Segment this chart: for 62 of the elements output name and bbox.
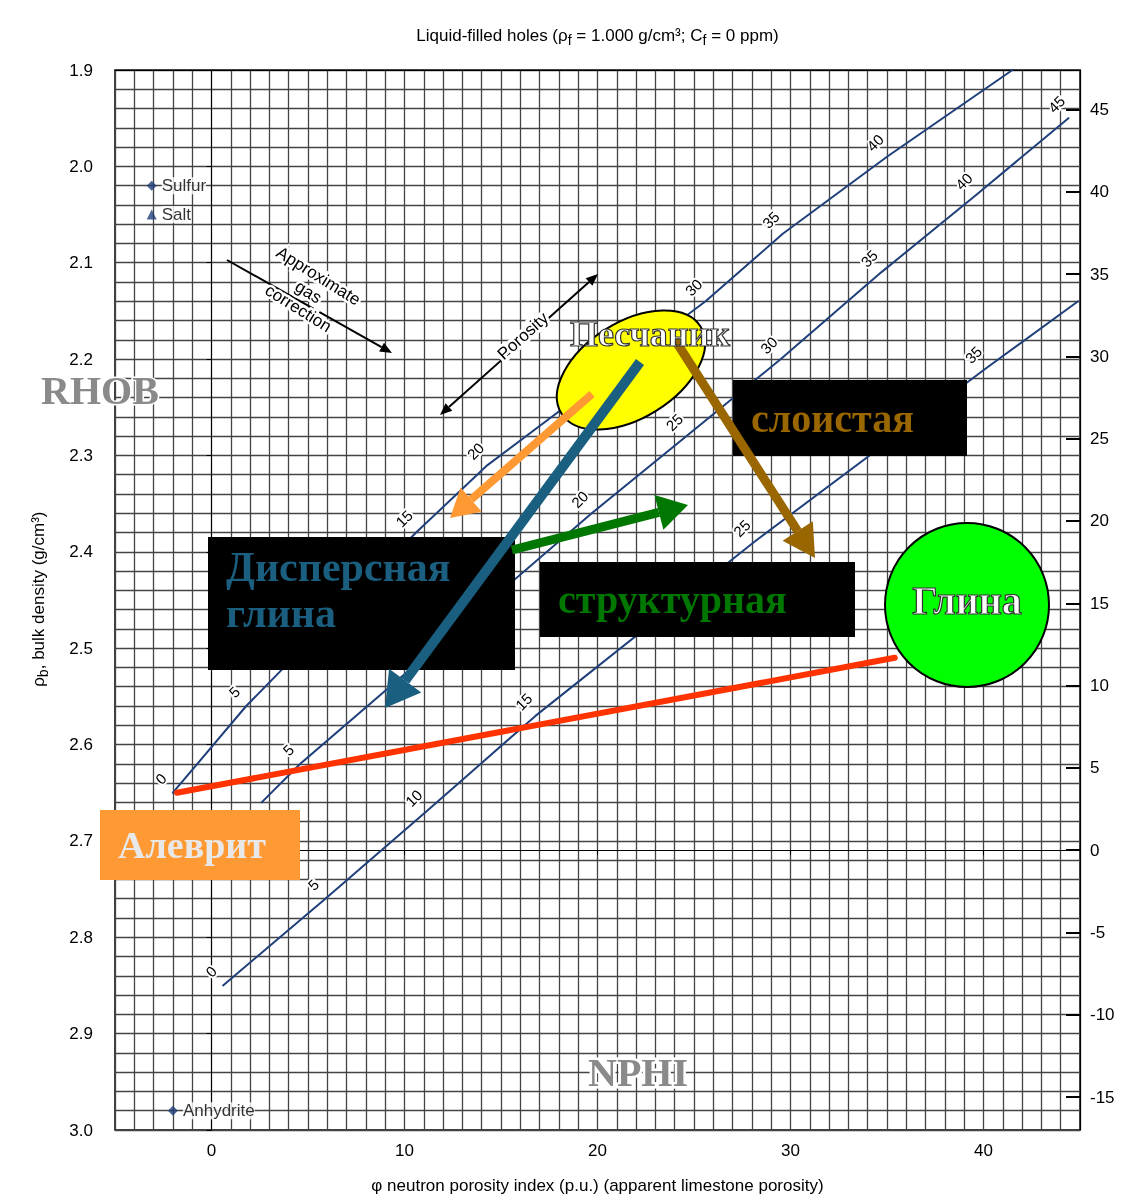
annotation: 40 (863, 130, 887, 155)
y2-tick-label: 0 (1090, 840, 1100, 860)
annotation: 15 (511, 689, 536, 714)
series-label: Anhydrite (182, 1101, 255, 1121)
y2-tick-label: -15 (1090, 1087, 1115, 1107)
x-tick-label: 40 (974, 1141, 993, 1160)
y2-tick-label: 20 (1090, 511, 1109, 531)
annotation: 0 (151, 769, 170, 788)
y2-tick-label: -5 (1090, 922, 1106, 942)
y-tick-label: 2.1 (69, 253, 93, 273)
annotation: 45 (1044, 92, 1069, 117)
series-label: Salt (161, 205, 192, 225)
x-tick-label: 30 (781, 1141, 800, 1160)
y2-tick-label: 15 (1090, 593, 1109, 613)
annotation: 20 (567, 487, 592, 512)
annotation: 35 (857, 246, 882, 271)
annotation: 35 (758, 207, 783, 232)
y2-tick-label: 25 (1090, 429, 1109, 449)
annotation: 5 (225, 683, 244, 701)
y-tick-label: 2.3 (69, 445, 93, 465)
annotation: 15 (392, 506, 416, 531)
y-tick-label: 2.0 (69, 156, 93, 176)
y2-tick-label: -10 (1090, 1005, 1115, 1025)
y2-tick-label: 40 (1090, 182, 1109, 202)
annotation: Глина (912, 577, 1022, 623)
y-tick-label: 2.6 (69, 735, 93, 755)
annotation: структурная (558, 577, 787, 622)
y-tick-label: 2.5 (69, 638, 93, 658)
y2-tick-label: 5 (1090, 758, 1100, 778)
y2-tick-label: 45 (1090, 100, 1109, 119)
y-tick-label: 2.9 (69, 1024, 93, 1044)
annotation: Алеврит (118, 824, 267, 866)
annotation: 25 (729, 516, 754, 541)
annotation: 20 (463, 439, 488, 463)
annotation: 0 (202, 962, 221, 981)
annotation: 30 (756, 333, 781, 357)
chart-title: Liquid-filled holes (ρ$_{f}$ = 1.000 g/cm³; C$_{f}$ = 0 ppm) (415, 26, 780, 49)
y2-tick-label: 30 (1090, 346, 1109, 366)
point (146, 180, 157, 191)
annotation: Дисперсная глина (226, 544, 451, 637)
annotation: 5 (279, 740, 298, 759)
y-tick-label: 2.2 (69, 349, 93, 369)
annotation: 10 (401, 786, 426, 810)
x-tick-label: 0 (206, 1141, 217, 1160)
y2-tick-label: 10 (1090, 676, 1109, 696)
annotation: 5 (304, 875, 323, 894)
y-tick-label: 2.7 (69, 831, 93, 851)
annotation: слоистая (751, 395, 914, 441)
y-tick-label: 2.8 (69, 927, 93, 947)
y-tick-label: 3.0 (69, 1120, 93, 1140)
y2-tick-label: 35 (1090, 264, 1109, 284)
x-tick-label: 20 (588, 1141, 607, 1160)
point (167, 1105, 178, 1116)
y-tick-label: 1.9 (69, 60, 93, 80)
y-tick-label: 2.4 (69, 542, 93, 562)
x-axis-title: φ neutron porosity index (p.u.) (apparent limestone porosity) (370, 1176, 825, 1196)
point (146, 209, 157, 220)
annotation: 30 (681, 275, 706, 300)
series-label: Sulfur (161, 176, 207, 196)
x-tick-label: 10 (395, 1141, 414, 1160)
annotation: 35 (961, 342, 986, 367)
annotation: 40 (951, 169, 976, 194)
